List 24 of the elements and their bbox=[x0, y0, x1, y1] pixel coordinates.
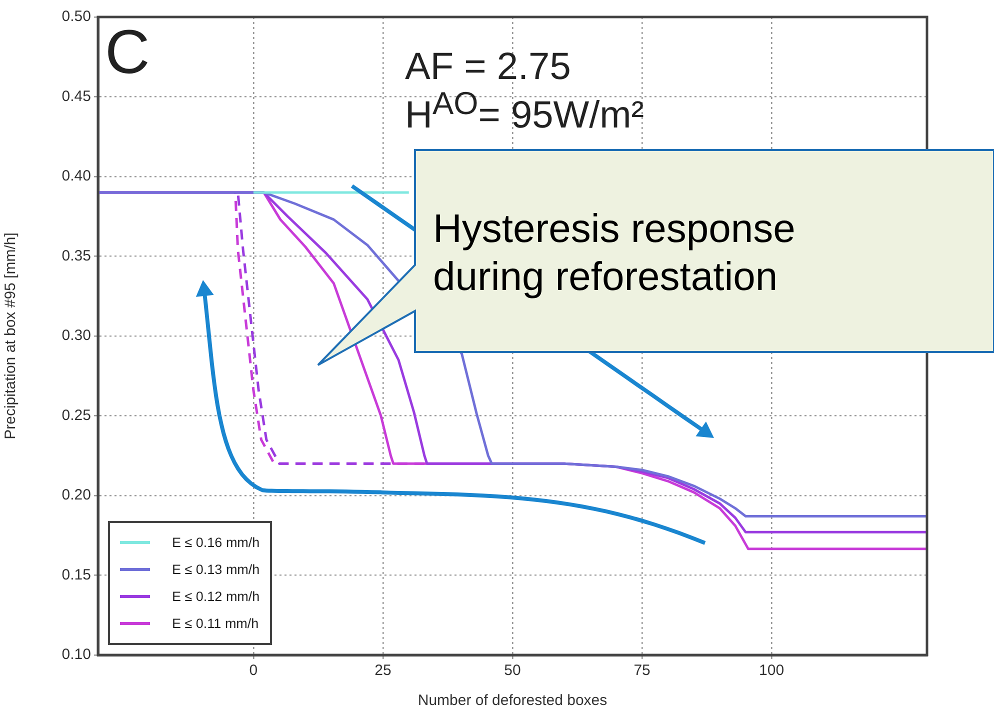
legend-label: E ≤ 0.12 mm/h bbox=[172, 589, 260, 604]
y-tick-label: 0.40 bbox=[62, 168, 91, 185]
legend-label: E ≤ 0.11 mm/h bbox=[172, 616, 259, 631]
y-tick-label: 0.20 bbox=[62, 486, 91, 504]
annotation: C bbox=[105, 18, 150, 87]
y-tick-label: 0.30 bbox=[62, 327, 91, 344]
annotation: AF = 2.75 bbox=[405, 46, 571, 88]
annotation: H$^{AO}$= 95W/m² bbox=[405, 85, 644, 137]
y-tick-label: 0.35 bbox=[62, 247, 91, 264]
x-tick-label: 50 bbox=[504, 662, 521, 680]
x-tick-label: 25 bbox=[374, 662, 392, 680]
y-tick-label: 0.45 bbox=[62, 88, 91, 105]
legend-label: E ≤ 0.13 mm/h bbox=[172, 562, 260, 577]
annotation: Hysteresis response during reforestation bbox=[433, 206, 796, 301]
x-tick-label: 75 bbox=[634, 662, 650, 680]
legend-label: E ≤ 0.16 mm/h bbox=[172, 535, 260, 550]
y-tick-label: 0.15 bbox=[62, 566, 91, 584]
x-tick-label: 100 bbox=[759, 662, 784, 680]
y-tick-label: 0.25 bbox=[62, 406, 91, 424]
x-tick-label: 0 bbox=[249, 662, 258, 680]
y-tick-label: 0.50 bbox=[62, 8, 91, 26]
x-axis-title: Number of deforested boxes bbox=[418, 692, 608, 710]
y-tick-label: 0.10 bbox=[62, 646, 91, 664]
y-axis-title: Precipitation at box #95 [mm/h] bbox=[2, 232, 20, 440]
